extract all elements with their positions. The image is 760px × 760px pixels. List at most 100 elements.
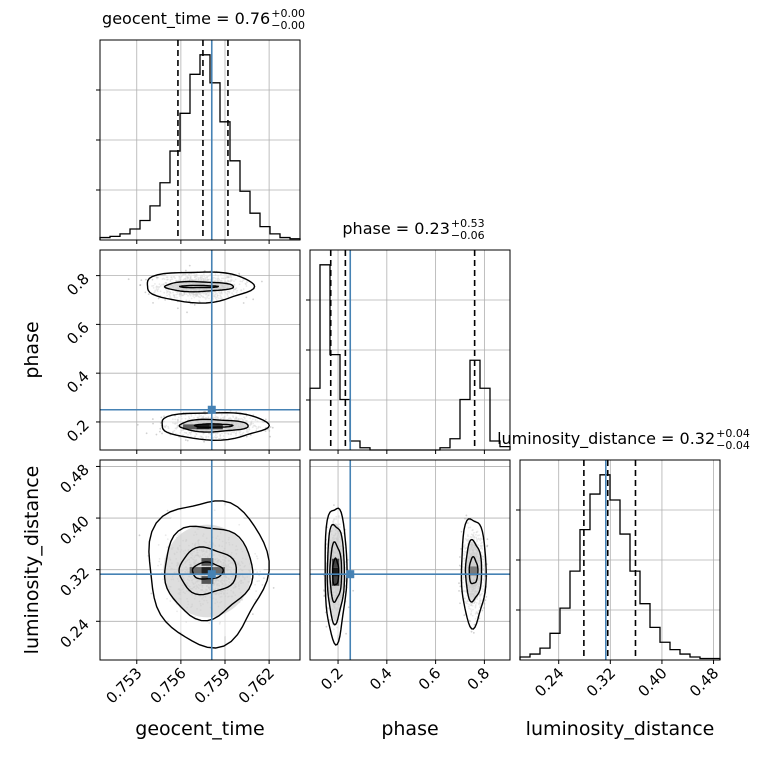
injection-marker xyxy=(207,570,216,579)
sample-point xyxy=(465,514,468,517)
contour-line xyxy=(178,546,237,596)
sample-point xyxy=(323,589,325,592)
sample-point xyxy=(460,548,462,550)
diag-title-geocent_time: geocent_time = 0.76 xyxy=(102,9,270,29)
sample-point xyxy=(458,582,460,585)
sample-point xyxy=(139,284,141,286)
sample-point xyxy=(136,423,139,426)
sample-point xyxy=(269,426,272,428)
scatter-frame-geocent_time-luminosity_distance xyxy=(96,459,301,664)
sample-point xyxy=(269,435,271,438)
sample-point xyxy=(161,432,163,435)
sample-point xyxy=(470,630,473,633)
contour-line xyxy=(460,518,487,630)
sample-point xyxy=(323,594,326,597)
sample-point xyxy=(347,606,350,609)
sample-point xyxy=(481,609,484,612)
sample-point xyxy=(466,522,469,524)
sample-point xyxy=(151,418,154,420)
sample-point xyxy=(352,589,355,592)
sample-point xyxy=(184,269,187,272)
sample-point xyxy=(140,279,143,282)
contour-line xyxy=(193,423,234,428)
sample-point xyxy=(245,296,248,299)
y-axis-label-phase: phase xyxy=(21,321,43,378)
density-bin xyxy=(331,576,340,586)
contour-line xyxy=(326,523,346,626)
y-axis-label-luminosity_distance: luminosity_distance xyxy=(21,466,43,655)
sample-point xyxy=(155,276,158,279)
contour-line xyxy=(464,539,483,603)
sample-point xyxy=(152,301,154,304)
contour-line xyxy=(331,557,340,586)
injection-marker xyxy=(346,570,355,579)
sample-point xyxy=(203,440,205,443)
hist-panel-geocent_time xyxy=(96,39,301,244)
sample-point xyxy=(345,632,348,635)
contour-line xyxy=(468,555,479,585)
contour-line xyxy=(148,500,270,649)
sample-point xyxy=(483,607,485,609)
sample-point xyxy=(272,587,275,589)
title-sub: −0.04 xyxy=(716,439,750,452)
sample-point xyxy=(147,293,150,296)
title-sup: +0.53 xyxy=(451,217,485,230)
sample-point xyxy=(486,538,489,541)
sample-point xyxy=(251,613,254,616)
panel-frame xyxy=(309,249,511,451)
histogram-step xyxy=(99,54,301,240)
sample-point xyxy=(160,416,163,419)
histogram-step xyxy=(519,474,721,660)
sample-point xyxy=(458,556,461,558)
hist-panel-luminosity_distance xyxy=(516,459,721,664)
sample-point xyxy=(166,509,169,512)
sample-point xyxy=(193,303,196,306)
sample-point xyxy=(186,311,188,314)
sample-point xyxy=(486,545,488,548)
title-sub: −0.06 xyxy=(451,229,485,242)
sample-point xyxy=(163,415,165,418)
contour-line xyxy=(161,411,271,442)
sample-point xyxy=(483,603,486,605)
sample-point xyxy=(264,418,267,421)
sample-point xyxy=(271,426,274,429)
scatter-frame-geocent_time-phase xyxy=(96,249,301,454)
sample-point xyxy=(459,602,461,605)
sample-point xyxy=(486,544,489,547)
sample-point xyxy=(203,270,206,272)
scatter-frame-phase-luminosity_distance xyxy=(309,459,511,664)
contour-line xyxy=(329,541,343,604)
title-sup: +0.04 xyxy=(716,427,750,440)
panel-frame xyxy=(99,39,301,241)
title-sup: +0.00 xyxy=(271,7,305,20)
titles-layer: geocent_time = 0.76 +0.00−0.00 phase = 0.2… xyxy=(102,7,750,452)
sample-point xyxy=(484,599,487,602)
sample-point xyxy=(145,278,147,281)
x-axis-label-luminosity_distance: luminosity_distance xyxy=(526,718,715,740)
density-bin xyxy=(469,566,478,576)
x-axis-label-geocent_time: geocent_time xyxy=(135,718,264,740)
sample-point xyxy=(188,264,191,267)
contour-line xyxy=(178,418,249,433)
sample-point xyxy=(325,625,328,628)
sample-point xyxy=(139,284,142,286)
contour-line xyxy=(191,561,224,580)
panel-frame xyxy=(99,459,301,661)
sample-point xyxy=(245,435,248,438)
sample-point xyxy=(127,278,130,281)
sample-point xyxy=(184,439,187,441)
density-bin xyxy=(183,424,197,430)
diag-title-phase: phase = 0.23 xyxy=(342,219,449,238)
sample-point xyxy=(323,595,326,598)
sample-point xyxy=(242,302,245,304)
sample-point xyxy=(164,298,167,301)
sample-point xyxy=(159,427,162,430)
title-main: geocent_time = 0.76 xyxy=(102,9,270,29)
sample-point xyxy=(144,291,147,294)
density-bin xyxy=(201,567,214,575)
sample-point xyxy=(155,433,158,436)
title-sub: −0.00 xyxy=(271,19,305,32)
sample-point xyxy=(333,504,335,507)
panel-frame xyxy=(309,459,511,661)
